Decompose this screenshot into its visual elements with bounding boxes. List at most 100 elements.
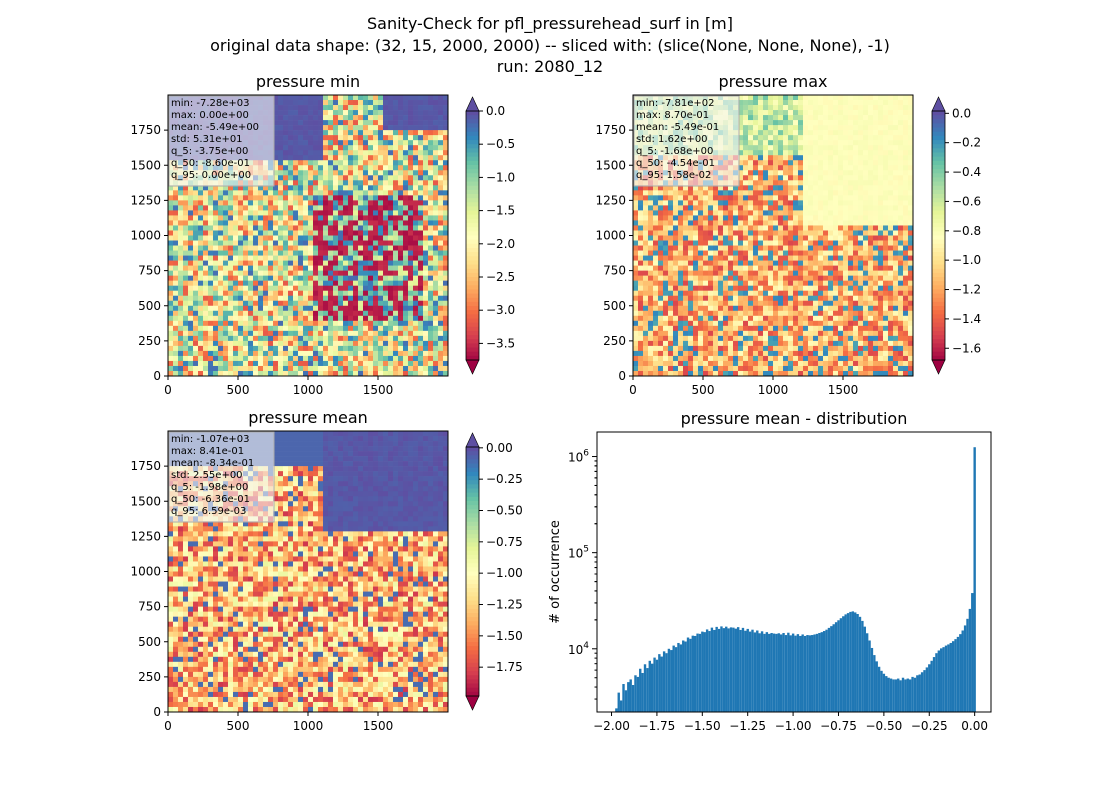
histogram-bar <box>839 618 843 712</box>
histogram-bar <box>815 633 819 712</box>
colorbar-tick-label: −1.75 <box>486 660 523 674</box>
histogram-bar <box>932 657 936 712</box>
histogram-bar <box>913 677 917 712</box>
histogram-bar <box>689 638 692 712</box>
histogram-bar <box>643 664 647 712</box>
histogram-bar <box>971 593 974 712</box>
y-tick-label: 1000 <box>595 229 626 243</box>
colorbar-tick-label: −0.5 <box>486 137 515 151</box>
histogram-bar <box>846 613 850 712</box>
histogram-bar <box>973 447 976 712</box>
histogram-bar <box>947 644 950 712</box>
x-tick-label: −1.50 <box>684 719 721 733</box>
histogram-frame <box>596 431 992 713</box>
stats-line: min: -7.81e+02 <box>636 98 715 109</box>
histogram-bar <box>684 641 687 712</box>
x-tick-label: 1000 <box>293 719 324 733</box>
colorbar-tick-label: −0.6 <box>952 194 981 208</box>
colorbar-tick-label: −1.0 <box>486 170 515 184</box>
histogram-panel: pressure mean - distribution −2.00 −1.75 −1… <box>548 409 992 733</box>
histogram-bar <box>887 677 890 712</box>
histogram-bar <box>877 666 881 712</box>
histogram-bar <box>794 635 797 712</box>
map-panel-2: pressure max 0 500 1000 1500 0 250 500 750 1000 12… <box>595 72 981 397</box>
stats-line: q_95: 0.00e+00 <box>171 170 251 181</box>
colorbar-extend-max <box>931 96 946 112</box>
x-tick-label: 1500 <box>363 383 394 397</box>
stats-line: q_5: -1.68e+00 <box>636 146 713 157</box>
colorbar: 0.00 −0.25 −0.50 −0.75 −1.00 −1.25 −1.50 −1.75 <box>465 432 523 711</box>
colorbar-tick-label: −0.8 <box>952 224 981 238</box>
histogram-bar <box>779 634 783 712</box>
histogram-bars <box>615 447 976 712</box>
stats-line: max: 8.70e-01 <box>636 110 709 121</box>
y-tick-label: 1250 <box>130 529 161 543</box>
histogram-bar <box>713 629 716 712</box>
histogram-bar <box>897 678 900 712</box>
histogram-bar <box>935 653 938 712</box>
histogram-bar <box>631 685 635 712</box>
x-tick-label: 0.00 <box>961 719 988 733</box>
colorbar-extend-min <box>465 695 480 711</box>
histogram-bar <box>813 634 816 712</box>
histogram-bar <box>916 675 919 712</box>
colorbar-tick-label: −1.25 <box>486 598 523 612</box>
stats-line: min: -7.28e+03 <box>171 98 250 109</box>
stats-line: std: 1.62e+00 <box>636 134 708 145</box>
histogram-bar <box>641 673 644 712</box>
histogram-bar <box>727 628 730 712</box>
histogram-bar <box>930 660 933 712</box>
histogram-bar <box>768 633 771 712</box>
x-tick-label: −0.50 <box>865 719 902 733</box>
stats-line: min: -1.07e+03 <box>171 434 250 445</box>
histogram-bar <box>698 633 702 712</box>
histogram-bar <box>622 684 625 712</box>
histogram-bar <box>629 679 632 712</box>
histogram-bar <box>708 631 711 712</box>
histogram-bar <box>782 632 785 712</box>
histogram-bar <box>784 635 788 712</box>
histogram-bar <box>880 670 883 712</box>
histogram-bar <box>882 673 886 712</box>
histogram-bar <box>801 634 804 712</box>
histogram-bar <box>674 647 678 712</box>
histogram-bar <box>775 633 778 712</box>
stats-line: q_95: 1.58e-02 <box>636 170 711 181</box>
histogram-bar <box>703 632 706 712</box>
histogram-bar <box>951 641 955 712</box>
histogram-bar <box>904 679 907 712</box>
histogram-bar <box>834 622 838 712</box>
histogram-bar <box>691 635 694 712</box>
histogram-bar <box>650 663 654 712</box>
histogram-bar <box>789 635 792 712</box>
y-tick-label: 1750 <box>595 123 626 137</box>
histogram-bar <box>820 632 823 712</box>
histogram-bar <box>858 616 862 712</box>
histogram-bar <box>662 651 666 712</box>
histogram-bar <box>920 672 924 712</box>
histogram-bar <box>653 657 656 712</box>
y-tick-label: 0 <box>153 705 161 719</box>
stats-line: q_95: 6.59e-03 <box>171 506 246 517</box>
colorbar-tick-label: −0.75 <box>486 535 523 549</box>
colorbar-frame <box>465 446 480 697</box>
histogram-bar <box>861 620 864 712</box>
histogram-bar <box>827 627 831 712</box>
histogram-bar <box>746 628 749 712</box>
histogram-bar <box>959 634 962 712</box>
colorbar-tick-label: −1.2 <box>952 283 981 297</box>
y-tick-label: 1250 <box>595 193 626 207</box>
histogram-bar <box>770 632 773 712</box>
histogram-bar <box>940 648 943 712</box>
histogram-bar <box>830 626 833 712</box>
colorbar-tick-label: 0.0 <box>486 104 505 118</box>
stats-line: q_50: -4.54e-01 <box>636 158 715 169</box>
histogram-bar <box>753 632 757 712</box>
colorbar: 0.0 −0.5 −1.0 −1.5 −2.0 −2.5 −3.0 −3.5 <box>465 96 515 375</box>
colorbar-tick-label: −1.4 <box>952 312 981 326</box>
colorbar-tick-label: −0.25 <box>486 472 523 486</box>
histogram-bar <box>844 614 847 712</box>
